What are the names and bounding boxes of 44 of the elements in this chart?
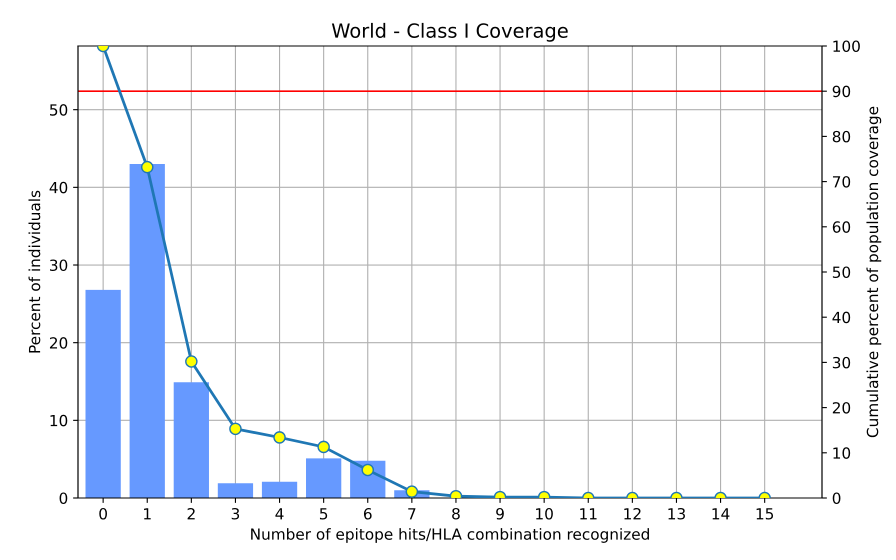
y2-tick-label: 50 bbox=[832, 266, 850, 278]
y-tick-label: 50 bbox=[50, 104, 68, 116]
y2-tick-label: 10 bbox=[833, 447, 850, 459]
x-tick-label: 3 bbox=[232, 508, 240, 520]
x-tick-label: 11 bbox=[580, 508, 597, 520]
y2-tick-label: 90 bbox=[832, 86, 850, 98]
y2-tick-label: 40 bbox=[832, 312, 850, 324]
y2-tick-label: 70 bbox=[832, 176, 850, 188]
bar bbox=[306, 458, 342, 498]
x-tick-label: 0 bbox=[99, 508, 107, 520]
x-tick-label: 8 bbox=[452, 508, 460, 520]
x-tick-label: 10 bbox=[536, 508, 553, 520]
y-tick-label: 40 bbox=[50, 182, 68, 194]
bar bbox=[218, 483, 254, 498]
bar bbox=[174, 382, 209, 498]
y-tick-label: 10 bbox=[50, 414, 68, 426]
y2-tick-label: 20 bbox=[832, 402, 850, 414]
y2-tick-label: 0 bbox=[832, 492, 840, 504]
x-tick-label: 9 bbox=[496, 508, 504, 520]
y2-axis-title: Cumulative percent of population coverage bbox=[866, 106, 882, 438]
point bbox=[185, 355, 198, 368]
x-tick-label: 14 bbox=[712, 508, 730, 520]
chart-title: World - Class I Coverage bbox=[332, 22, 568, 42]
y2-tick-label: 80 bbox=[832, 130, 850, 142]
x-tick-label: 4 bbox=[275, 508, 284, 520]
x-tick-label: 13 bbox=[668, 508, 685, 520]
bar bbox=[85, 290, 121, 498]
y-axis-title: Percent of individuals bbox=[28, 190, 40, 353]
y-tick-label: 0 bbox=[60, 492, 68, 504]
y-tick-label: 30 bbox=[50, 259, 68, 272]
y-tick-label: 20 bbox=[50, 337, 68, 349]
x-tick-label: 5 bbox=[320, 508, 328, 520]
bar bbox=[262, 482, 298, 498]
x-tick-label: 6 bbox=[364, 508, 372, 520]
bar bbox=[130, 164, 165, 498]
y2-tick-label: 30 bbox=[832, 356, 850, 368]
y2-tick-label: 100 bbox=[833, 40, 860, 52]
x-tick-label: 1 bbox=[144, 508, 151, 520]
x-axis-title: Number of epitope hits/HLA combination recognized bbox=[251, 528, 649, 543]
x-tick-label: 12 bbox=[624, 508, 641, 520]
x-tick-label: 2 bbox=[188, 508, 195, 520]
x-tick-label: 15 bbox=[756, 508, 774, 520]
y2-tick-label: 60 bbox=[832, 221, 850, 233]
x-tick-label: 7 bbox=[408, 508, 416, 520]
